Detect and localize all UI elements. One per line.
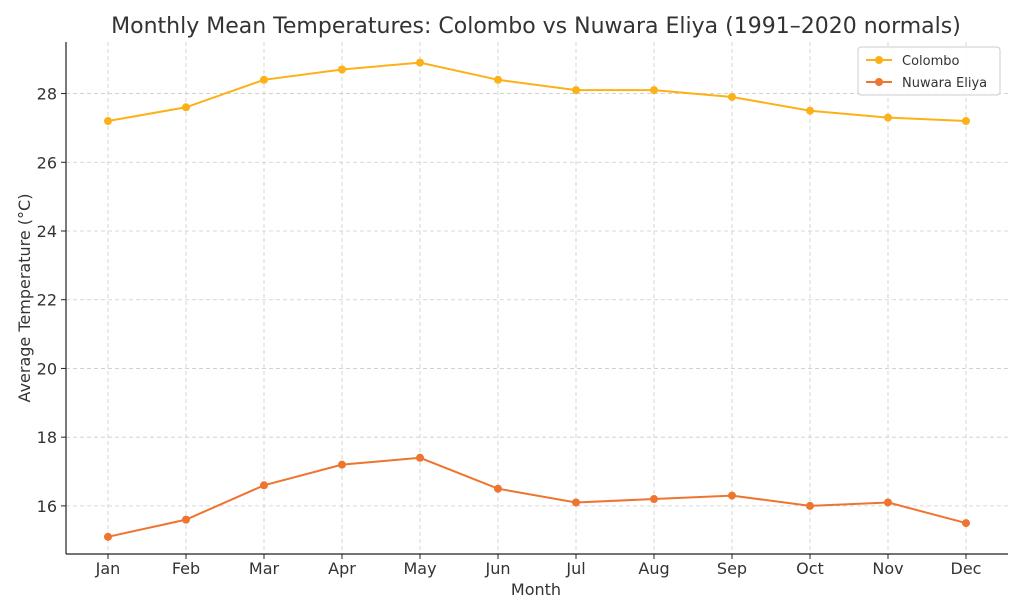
legend-label-nuwara-eliya: Nuwara Eliya <box>902 76 987 91</box>
legend: Colombo Nuwara Eliya <box>857 46 1001 96</box>
data-point-nuwara-eliya <box>962 519 970 528</box>
y-tick-label: 20 <box>37 359 57 378</box>
data-point-colombo <box>338 65 346 74</box>
axes <box>65 42 1008 555</box>
x-axis-label: Month <box>511 580 561 599</box>
chart-title: Monthly Mean Temperatures: Colombo vs Nu… <box>111 14 961 39</box>
x-tick-label: Jan <box>95 559 121 578</box>
series-layer <box>104 58 970 541</box>
series-colombo <box>104 58 970 126</box>
data-point-colombo <box>416 58 424 67</box>
x-tick-label: Apr <box>328 559 356 578</box>
y-axis-ticks: 16 18 20 22 24 26 28 <box>37 85 66 516</box>
data-point-colombo <box>650 86 658 95</box>
data-point-nuwara-eliya <box>650 495 658 504</box>
x-tick-label: Mar <box>249 559 280 578</box>
data-point-colombo <box>104 117 112 126</box>
x-axis-ticks: Jan Feb Mar Apr May Jun Jul Aug Sep Oct Nov Dec <box>95 554 982 578</box>
x-tick-label: May <box>403 559 436 578</box>
x-tick-label: Sep <box>717 559 747 578</box>
legend-marker-nuwara-eliya <box>875 78 883 86</box>
y-tick-label: 18 <box>37 428 57 447</box>
legend-label-colombo: Colombo <box>902 54 960 69</box>
x-tick-label: Jul <box>565 559 585 578</box>
data-point-colombo <box>572 86 580 95</box>
x-tick-label: Nov <box>872 559 903 578</box>
data-point-nuwara-eliya <box>884 498 892 507</box>
y-tick-label: 28 <box>37 85 57 104</box>
x-tick-label: Jun <box>485 559 511 578</box>
data-point-colombo <box>962 117 970 126</box>
data-point-colombo <box>494 75 502 84</box>
y-tick-label: 26 <box>37 153 57 172</box>
x-tick-label: Dec <box>951 559 982 578</box>
x-tick-label: Feb <box>172 559 200 578</box>
legend-marker-colombo <box>875 56 883 64</box>
data-point-nuwara-eliya <box>260 481 268 490</box>
series-line-colombo <box>107 61 967 123</box>
data-point-nuwara-eliya <box>104 532 112 541</box>
data-point-nuwara-eliya <box>572 498 580 507</box>
grid-lines <box>66 42 1008 554</box>
data-point-colombo <box>182 103 190 112</box>
data-point-nuwara-eliya <box>338 460 346 469</box>
y-axis-label: Average Temperature (°C) <box>15 194 34 403</box>
data-point-colombo <box>728 92 736 101</box>
data-point-nuwara-eliya <box>416 453 424 462</box>
data-point-colombo <box>884 113 892 122</box>
series-line-nuwara-eliya <box>107 456 967 538</box>
y-tick-label: 16 <box>37 497 57 516</box>
data-point-nuwara-eliya <box>728 491 736 500</box>
data-point-nuwara-eliya <box>806 501 814 510</box>
data-point-nuwara-eliya <box>182 515 190 524</box>
x-tick-label: Aug <box>638 559 669 578</box>
y-tick-label: 22 <box>37 291 57 310</box>
data-point-colombo <box>806 106 814 115</box>
series-nuwara-eliya <box>104 453 970 541</box>
data-point-colombo <box>260 75 268 84</box>
data-point-nuwara-eliya <box>494 484 502 493</box>
legend-box <box>857 46 1001 96</box>
y-tick-label: 24 <box>37 222 57 241</box>
x-tick-label: Oct <box>796 559 824 578</box>
